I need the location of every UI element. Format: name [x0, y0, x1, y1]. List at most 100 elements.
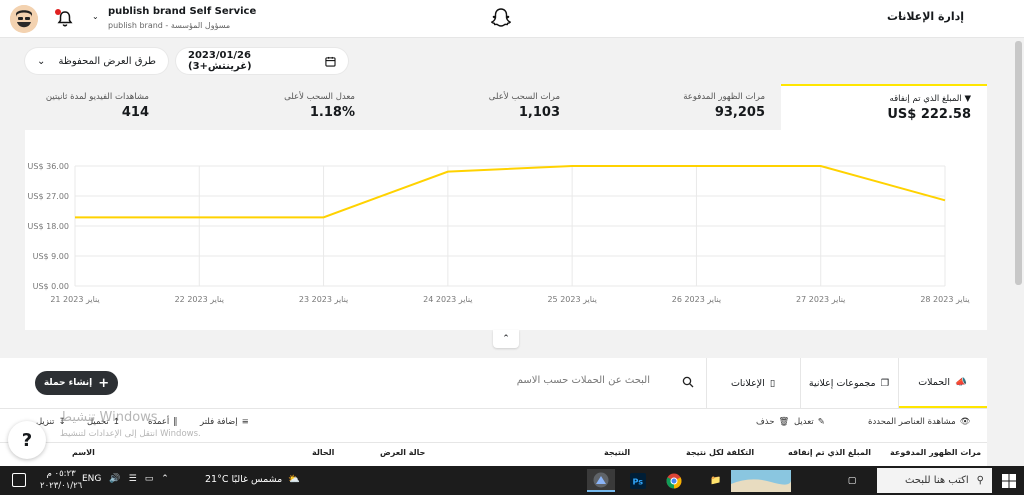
- volume-icon[interactable]: 🔊: [109, 474, 121, 484]
- edit-button[interactable]: تعديل ✎: [794, 417, 825, 427]
- scrollbar-thumb[interactable]: [1015, 41, 1022, 285]
- x-tick-label: 27 يناير 2023: [796, 295, 845, 304]
- x-tick-label: 21 يناير 2023: [50, 295, 99, 304]
- search-icon: [682, 376, 694, 388]
- notification-center-icon[interactable]: [12, 473, 26, 487]
- x-tick-label: 26 يناير 2023: [672, 295, 721, 304]
- landscape-thumbnail-icon: [731, 469, 791, 492]
- lang-indicator[interactable]: ENG: [82, 474, 102, 484]
- y-tick-label: US$ 0.00: [33, 282, 69, 291]
- metric-spend-value: US$ 222.58: [887, 107, 971, 122]
- chrome-profile-icon: [593, 472, 609, 487]
- org-name[interactable]: publish brand Self Service: [108, 6, 257, 17]
- columns-button[interactable]: أعمدة ‖: [148, 417, 178, 427]
- download-button[interactable]: تنزيل ↧: [36, 417, 66, 427]
- battery-icon[interactable]: ▭: [144, 474, 154, 484]
- pencil-icon: ✎: [817, 417, 825, 427]
- page-scrollbar[interactable]: [1013, 38, 1024, 465]
- taskbar-photoshop[interactable]: Ps: [624, 469, 652, 492]
- plus-icon: +: [98, 375, 110, 391]
- sun-cloud-icon: ⛅: [288, 474, 301, 485]
- windows-taskbar: اكتب هنا للبحث ⚲ ▢ 📁 Ps 21°C مشمس غالبًا…: [0, 466, 1024, 495]
- chevron-up-icon: ⌃: [502, 334, 510, 344]
- filter-icon: ≡: [241, 417, 249, 427]
- y-tick-label: US$ 36.00: [28, 162, 69, 171]
- trash-icon: 🗑: [778, 417, 790, 427]
- metric-spend[interactable]: المبلغ الذي تم إنفاقه ▼ US$ 222.58: [781, 84, 987, 130]
- chevron-down-icon[interactable]: ⌄: [92, 12, 99, 21]
- photoshop-icon: Ps: [630, 472, 646, 489]
- taskbar-chrome[interactable]: [660, 469, 688, 492]
- bell-icon: [57, 11, 73, 27]
- tab-campaigns[interactable]: الحملات 📣: [898, 358, 987, 408]
- y-tick-label: US$ 18.00: [28, 222, 69, 231]
- weather-widget[interactable]: 21°C مشمس غالبًا ⛅: [205, 474, 301, 485]
- metric-video-views[interactable]: مشاهدات الفيديو لمدة ثانيتين 414: [45, 92, 149, 120]
- task-view-button[interactable]: ▢: [838, 469, 866, 492]
- metric-swipe-ups[interactable]: مرات السحب لأعلى 1,103: [488, 92, 560, 120]
- create-campaign-button[interactable]: إنشاء حملة +: [35, 371, 118, 395]
- taskbar-file-explorer[interactable]: 📁: [702, 469, 730, 492]
- metric-swipe-rate[interactable]: معدل السحب لأعلى 1.18%: [284, 92, 355, 120]
- y-tick-label: US$ 9.00: [33, 252, 69, 261]
- phone-icon: ▯: [769, 377, 776, 389]
- notification-badge: [55, 9, 61, 15]
- windows-start-button[interactable]: [994, 466, 1024, 495]
- metric-tabs: مشاهدات الفيديو لمدة ثانيتين 414 معدل ال…: [25, 84, 987, 130]
- network-icon[interactable]: ☰: [128, 474, 137, 484]
- col-result[interactable]: النتيجة: [604, 448, 631, 457]
- download-icon: ↧: [58, 417, 66, 427]
- metrics-panel: مشاهدات الفيديو لمدة ثانيتين 414 معدل ال…: [25, 84, 987, 330]
- delete-button[interactable]: حذف 🗑: [756, 417, 790, 427]
- chevron-down-icon: ⌄: [37, 55, 46, 67]
- page-title: إدارة الإعلانات: [887, 10, 964, 23]
- tab-ad-sets[interactable]: مجموعات إعلانية ❐: [808, 377, 890, 389]
- col-status[interactable]: الحالة: [312, 448, 335, 457]
- x-tick-label: 22 يناير 2023: [175, 295, 224, 304]
- search-icon: ⚲: [976, 475, 984, 486]
- chevron-up-icon[interactable]: ⌃: [161, 474, 169, 484]
- collapse-chart-button[interactable]: ⌃: [493, 330, 519, 348]
- col-delivery[interactable]: حالة العرض: [380, 448, 426, 457]
- windows-activation-watermark: تنشيط Windows انتقل إلى الإعدادات لتنشيط…: [60, 410, 201, 439]
- y-tick-label: US$ 27.00: [28, 192, 69, 201]
- chevron-down-icon[interactable]: ⌄: [896, 11, 904, 21]
- saved-views-dropdown[interactable]: ⌄ طرق العرض المحفوظة: [25, 48, 168, 74]
- upload-icon: ↥: [112, 417, 120, 427]
- metric-paid-impressions[interactable]: مرات الظهور المدفوعة 93,205: [683, 92, 765, 120]
- svg-text:Ps: Ps: [633, 477, 644, 486]
- folder-icon: 📁: [710, 475, 722, 486]
- megaphone-icon: 📣: [954, 376, 967, 388]
- chrome-icon: [666, 473, 682, 488]
- date-range-picker[interactable]: 2023/01/26 (غرينتش+3): [176, 48, 348, 74]
- col-impressions[interactable]: مرات الظهور المدفوعة: [890, 448, 982, 457]
- eye-icon: 👁: [959, 417, 971, 427]
- caret-down-icon[interactable]: ▼: [964, 94, 971, 104]
- col-cost-per-result[interactable]: التكلفة لكل نتيجة: [686, 448, 755, 457]
- add-filter-button[interactable]: إضافة فلتر ≡: [200, 417, 249, 427]
- help-button[interactable]: ?: [8, 421, 46, 459]
- campaign-search-input[interactable]: البحث عن الحملات حسب الاسم: [516, 375, 650, 386]
- taskbar-preview-thumbnail[interactable]: [730, 469, 792, 492]
- avatar[interactable]: [10, 5, 38, 33]
- taskbar-search-input[interactable]: اكتب هنا للبحث ⚲: [877, 468, 992, 493]
- x-tick-label: 23 يناير 2023: [299, 295, 348, 304]
- date-range-value: 2023/01/26 (غرينتش+3): [188, 50, 252, 72]
- view-selected-button[interactable]: مشاهدة العناصر المحددة 👁: [868, 417, 971, 427]
- notifications-button[interactable]: [55, 9, 75, 29]
- x-tick-label: 24 يناير 2023: [423, 295, 472, 304]
- col-name[interactable]: الاسم: [72, 448, 95, 457]
- upload-button[interactable]: تحميل ↥: [87, 417, 120, 427]
- task-view-icon: ▢: [847, 475, 857, 486]
- spend-series-line: [75, 165, 946, 219]
- tab-ads[interactable]: الإعلانات ▯: [730, 377, 776, 389]
- windows-logo-icon: [1002, 473, 1016, 488]
- x-tick-label: 28 يناير 2023: [920, 295, 969, 304]
- taskbar-active-app[interactable]: [587, 469, 615, 492]
- snapchat-ghost-icon[interactable]: [489, 7, 513, 31]
- x-tick-label: 25 يناير 2023: [547, 295, 596, 304]
- clock[interactable]: ٠٥:٢٣ م ٢٠٢٣/٠١/٢٦: [40, 469, 83, 491]
- col-spend[interactable]: المبلغ الذي تم إنفاقه: [788, 448, 872, 457]
- ad-sets-icon: ❐: [880, 377, 890, 389]
- system-tray: ENG 🔊 ☰ ▭ ⌃: [82, 474, 169, 484]
